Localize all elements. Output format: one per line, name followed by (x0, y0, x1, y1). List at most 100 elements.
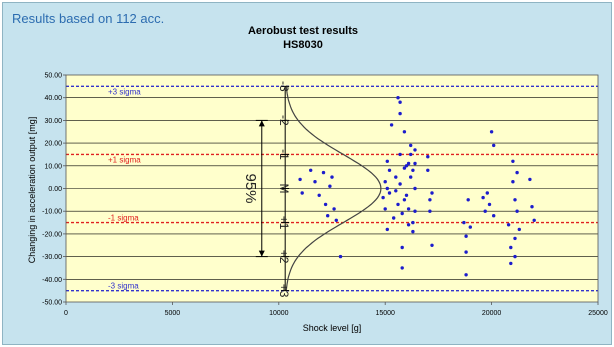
data-point (396, 96, 400, 100)
data-point (406, 161, 411, 166)
interval-arrow-top (258, 120, 265, 127)
sigma-label: -1 sigma (108, 214, 139, 223)
data-point (402, 130, 407, 134)
data-point (392, 216, 396, 220)
sigma-label: +1 sigma (108, 155, 141, 164)
data-point (394, 189, 398, 193)
data-point (387, 168, 392, 172)
axes: 50.00 40.00 30.00 20.00 10.00 0.00 -10.00 -20.0… (42, 73, 608, 318)
data-point (513, 236, 517, 241)
data-point (398, 152, 402, 157)
x-tick-label: 20000 (482, 310, 502, 317)
data-point (466, 198, 470, 202)
data-point (404, 193, 409, 197)
interval-label: 95% (242, 173, 259, 203)
sigma-marker: -1 (277, 149, 291, 160)
y-tick-label: 10.00 (44, 163, 62, 170)
y-tick-label: -10.00 (42, 209, 62, 216)
chart-subtitle: HS8030 (283, 39, 323, 51)
data-point (411, 229, 415, 234)
data-point (515, 209, 519, 213)
data-point (406, 223, 411, 227)
data-point (487, 202, 492, 207)
x-axis-label: Shock level [g] (303, 323, 362, 333)
chart-title: Aerobust test results (248, 25, 358, 37)
data-point (398, 182, 402, 186)
y-tick-label: 0.00 (48, 186, 62, 193)
data-point (426, 155, 430, 159)
data-point (489, 130, 494, 134)
sigma-marker: -2 (277, 115, 291, 126)
distribution-overlay: -3 -2 -1 M +1 +2 +3 95% (242, 81, 382, 298)
data-point (517, 227, 521, 232)
grid-layer (66, 97, 598, 280)
data-point (381, 195, 385, 200)
data-point (430, 191, 434, 195)
x-tick-label: 15000 (375, 310, 395, 317)
data-point (385, 227, 389, 232)
data-point (394, 175, 398, 179)
data-point (409, 143, 413, 148)
x-tick-label: 5000 (165, 310, 181, 317)
data-point (387, 191, 392, 195)
data-point (323, 202, 328, 207)
y-tick-label: -50.00 (42, 300, 62, 307)
y-tick-label: -20.00 (42, 231, 62, 238)
data-point (468, 225, 472, 229)
data-point (481, 195, 485, 200)
y-tick-label: -30.00 (42, 254, 62, 261)
data-point (513, 198, 517, 202)
data-point (338, 254, 343, 259)
data-point (492, 143, 496, 148)
data-point (383, 180, 387, 184)
sigma-marker: +2 (277, 250, 291, 264)
data-point (428, 209, 432, 213)
x-tick-label: 0 (64, 310, 68, 317)
data-point (326, 214, 330, 218)
data-point (404, 164, 409, 168)
data-point (402, 198, 407, 202)
y-tick-label: 30.00 (44, 118, 62, 125)
data-point (321, 170, 326, 175)
data-point (464, 234, 468, 238)
data-point (332, 207, 336, 211)
data-point (313, 180, 317, 184)
sigma-marker: -3 (277, 81, 291, 92)
data-point (513, 254, 517, 259)
data-point (464, 250, 468, 254)
sigma-marker: M (277, 184, 291, 194)
y-tick-label: -40.00 (42, 277, 62, 284)
data-point (406, 207, 411, 211)
data-point (483, 209, 487, 213)
y-axis-label: Changing in acceleration output [mg] (27, 117, 37, 264)
data-point (383, 207, 387, 211)
data-point (515, 170, 519, 175)
sigma-marker: +3 (277, 284, 291, 298)
sigma-label: -3 sigma (108, 282, 139, 291)
data-point (511, 159, 515, 163)
sigma-label: +3 sigma (108, 87, 141, 96)
data-point (400, 245, 404, 250)
x-tick-label: 25000 (588, 310, 608, 317)
data-point (462, 220, 466, 225)
data-point (400, 211, 404, 216)
data-point (298, 177, 302, 182)
data-point (511, 180, 515, 184)
data-point (509, 245, 513, 250)
data-point (398, 100, 402, 104)
data-point (506, 223, 511, 227)
x-tick-label: 10000 (269, 310, 289, 317)
data-point (385, 186, 389, 191)
data-point (309, 168, 313, 172)
data-point (530, 205, 534, 209)
data-point (485, 191, 489, 195)
data-point (413, 148, 417, 152)
data-point (528, 177, 532, 182)
data-point (328, 184, 332, 188)
data-point (389, 123, 394, 127)
data-point (330, 175, 334, 179)
y-tick-label: 50.00 (44, 73, 62, 80)
data-point (426, 168, 430, 172)
